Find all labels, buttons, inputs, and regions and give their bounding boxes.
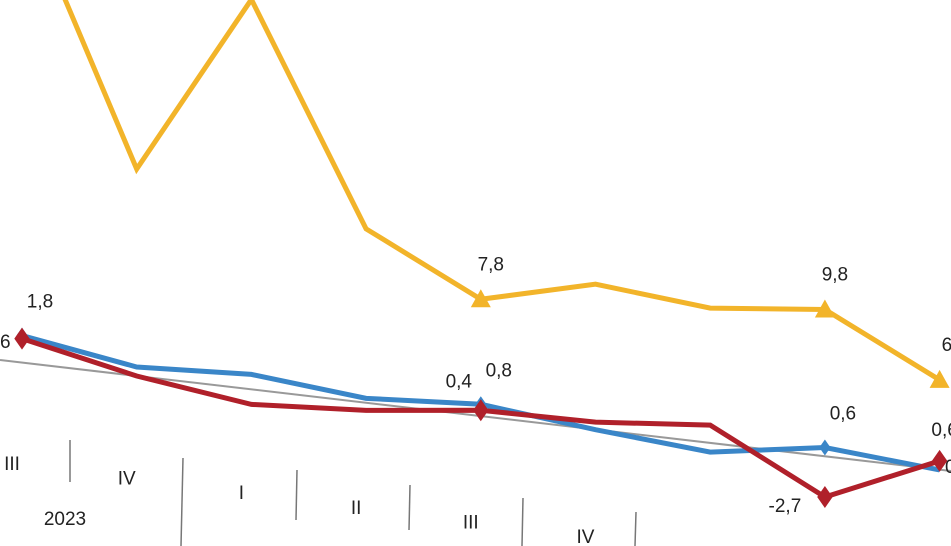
- separator: [180, 457, 184, 546]
- data-label: 9,8: [822, 265, 848, 286]
- x-tick-label: IV: [118, 469, 136, 490]
- data-label: 7,8: [478, 254, 504, 275]
- x-tick-label: III: [4, 454, 20, 475]
- x-tick-label: II: [351, 498, 362, 519]
- data-label: -2,7: [769, 496, 802, 517]
- x-tick-label: III: [463, 512, 479, 533]
- separator: [295, 469, 298, 521]
- marker: [819, 439, 831, 456]
- data-label: 0,8: [486, 360, 512, 381]
- data-label: 0,6: [830, 404, 856, 425]
- data-label: 0,4: [446, 371, 473, 392]
- zero-axis: [0, 359, 951, 472]
- x-tick-label: I: [239, 483, 244, 504]
- marker: [929, 369, 950, 388]
- annotation: 6: [0, 332, 11, 353]
- data-label: 6,: [942, 335, 951, 356]
- marker: [931, 449, 948, 472]
- marker: [473, 399, 489, 422]
- marker: [814, 299, 835, 318]
- x-separators: [69, 440, 637, 546]
- data-label: 0,6: [931, 420, 951, 441]
- marker: [817, 486, 833, 509]
- year-label: 2023: [44, 509, 86, 530]
- marker: [14, 327, 30, 350]
- separator: [521, 497, 524, 546]
- separator: [408, 484, 411, 531]
- data-label: 1,8: [27, 292, 53, 313]
- annotation: 0: [945, 457, 951, 478]
- marker: [470, 289, 491, 308]
- separator: [634, 511, 637, 546]
- x-tick-label: IV: [577, 527, 595, 546]
